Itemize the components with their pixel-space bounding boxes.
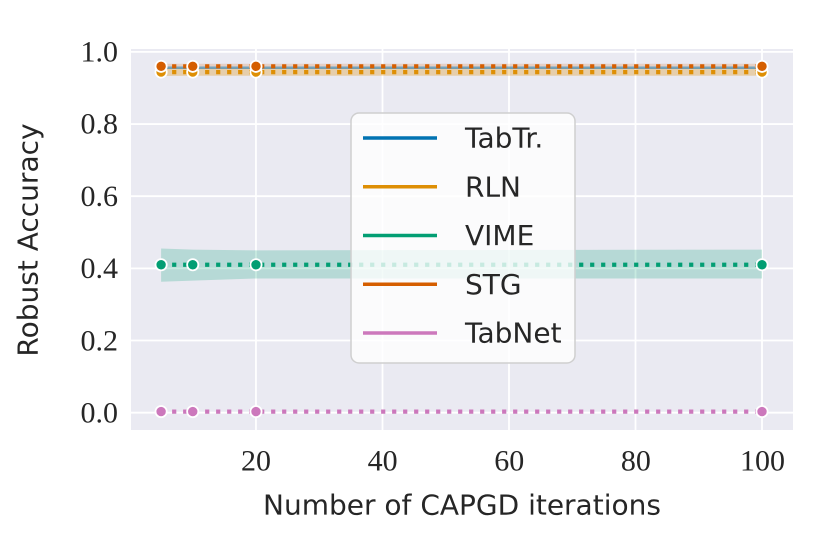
x-tick-40: 40 (368, 445, 398, 478)
legend-label-stg: STG (465, 268, 522, 301)
legend-label-tabnet: TabNet (464, 317, 562, 350)
y-tick-0.8: 0.8 (81, 108, 119, 141)
x-tick-20: 20 (241, 445, 271, 478)
marker-vime-x100 (755, 258, 769, 272)
y-axis-label: Robust Accuracy (12, 123, 45, 356)
legend-box (350, 112, 576, 364)
marker-tabnet-x100 (755, 405, 769, 419)
x-tick-80: 80 (621, 445, 651, 478)
marker-vime-x20 (249, 258, 263, 272)
legend-label-rln: RLN (465, 170, 521, 203)
legend: TabTr. RLN VIME STG TabNet (350, 112, 576, 364)
marker-tabnet-x20 (249, 405, 263, 419)
marker-stg-x10 (186, 59, 200, 73)
marker-tabnet-x10 (186, 405, 200, 419)
x-tick-60: 60 (494, 445, 524, 478)
marker-vime-x5 (154, 258, 168, 272)
y-tick-0.6: 0.6 (81, 180, 119, 213)
marker-stg-x20 (249, 59, 263, 73)
y-axis-ticks: 0.0 0.2 0.4 0.6 0.8 1.0 (81, 36, 119, 430)
marker-stg-x5 (154, 59, 168, 73)
x-tick-100: 100 (740, 445, 785, 478)
marker-stg-x100 (755, 59, 769, 73)
marker-tabnet-x5 (154, 405, 168, 419)
y-tick-0.4: 0.4 (81, 252, 119, 285)
y-tick-0.0: 0.0 (81, 397, 119, 430)
y-tick-1.0: 1.0 (81, 36, 119, 69)
x-axis-ticks: 20 40 60 80 100 (241, 445, 785, 478)
x-axis-label: Number of CAPGD iterations (263, 489, 661, 522)
legend-label-tabtr: TabTr. (464, 122, 543, 155)
legend-label-vime: VIME (465, 219, 534, 252)
y-tick-0.2: 0.2 (81, 324, 119, 357)
marker-vime-x10 (186, 258, 200, 272)
